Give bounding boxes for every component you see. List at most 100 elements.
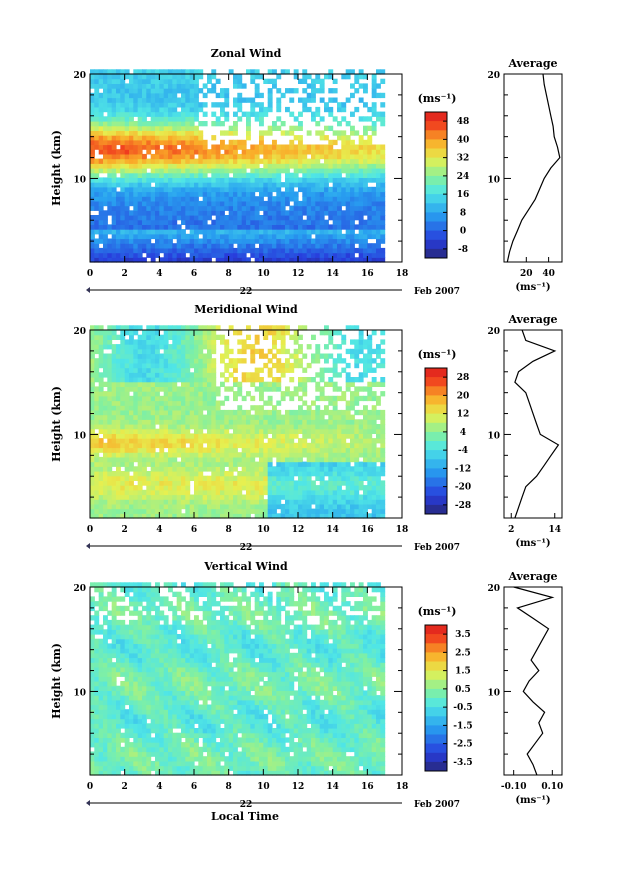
- heatmap-cell: [103, 159, 108, 164]
- heatmap-cell: [129, 396, 134, 401]
- heatmap-cell: [172, 149, 177, 154]
- heatmap-cell: [220, 88, 225, 93]
- heatmap-cell: [103, 410, 108, 415]
- heatmap-cell: [242, 438, 247, 443]
- heatmap-cell: [233, 79, 238, 84]
- heatmap-cell: [372, 448, 377, 453]
- heatmap-cell: [359, 234, 364, 239]
- heatmap-cell: [233, 112, 238, 117]
- heatmap-cell: [103, 102, 108, 107]
- heatmap-cell: [181, 480, 186, 485]
- heatmap-cell: [242, 462, 247, 467]
- heatmap-cell: [211, 396, 216, 401]
- heatmap-cell: [250, 462, 255, 467]
- heatmap-cell: [298, 382, 303, 387]
- heatmap-cell: [159, 79, 164, 84]
- heatmap-cell: [324, 433, 329, 438]
- heatmap-cell: [246, 410, 251, 415]
- heatmap-cell: [159, 88, 164, 93]
- heatmap-cell: [142, 368, 147, 373]
- heatmap-cell: [159, 239, 164, 244]
- heatmap-cell: [259, 386, 264, 391]
- heatmap-cell: [380, 173, 385, 178]
- heatmap-cell: [185, 504, 190, 509]
- heatmap-cell: [90, 419, 95, 424]
- heatmap-cell: [341, 433, 346, 438]
- heatmap-cell: [125, 509, 130, 514]
- heatmap-cell: [289, 377, 294, 382]
- heatmap-cell: [146, 382, 151, 387]
- heatmap-cell: [120, 107, 125, 112]
- heatmap-cell: [129, 339, 134, 344]
- heatmap-cell: [315, 372, 320, 377]
- heatmap-cell: [120, 354, 125, 359]
- heatmap-cell: [133, 140, 138, 145]
- heatmap-cell: [376, 253, 381, 258]
- heatmap-cell: [194, 88, 199, 93]
- heatmap-cell: [190, 215, 195, 220]
- heatmap-cell: [146, 330, 151, 335]
- heatmap-cell: [168, 382, 173, 387]
- heatmap-cell: [133, 504, 138, 509]
- average-x-tick-label: 2: [508, 525, 514, 535]
- heatmap-cell: [103, 391, 108, 396]
- heatmap-cell: [94, 601, 99, 606]
- heatmap-cell: [242, 140, 247, 145]
- heatmap-cell: [151, 201, 156, 206]
- heatmap-cell: [168, 335, 173, 340]
- heatmap-cell: [220, 196, 225, 201]
- heatmap-cell: [155, 410, 160, 415]
- heatmap-cell: [112, 149, 117, 154]
- heatmap-cell: [359, 220, 364, 225]
- heatmap-cell: [159, 462, 164, 467]
- heatmap-cell: [350, 149, 355, 154]
- heatmap-cell: [194, 210, 199, 215]
- colorbar-bin: [425, 386, 447, 396]
- heatmap-cell: [133, 363, 138, 368]
- heatmap-cell: [346, 471, 351, 476]
- heatmap-cell: [337, 201, 342, 206]
- heatmap-cell: [328, 443, 333, 448]
- heatmap-cell: [363, 443, 368, 448]
- heatmap-cell: [341, 476, 346, 481]
- heatmap-cell: [324, 466, 329, 471]
- heatmap-cell: [255, 495, 260, 500]
- heatmap-cell: [341, 201, 346, 206]
- heatmap-cell: [367, 220, 372, 225]
- heatmap-cell: [359, 243, 364, 248]
- heatmap-cell: [272, 424, 277, 429]
- heatmap-cell: [272, 234, 277, 239]
- heatmap-cell: [159, 159, 164, 164]
- heatmap-cell: [190, 354, 195, 359]
- heatmap-cell: [350, 438, 355, 443]
- heatmap-cell: [116, 88, 121, 93]
- heatmap-cell: [138, 391, 143, 396]
- heatmap-cell: [363, 206, 368, 211]
- heatmap-cell: [246, 243, 251, 248]
- heatmap-cell: [194, 396, 199, 401]
- heatmap-cell: [229, 130, 234, 135]
- heatmap-cell: [159, 433, 164, 438]
- heatmap-cell: [376, 363, 381, 368]
- heatmap-cell: [311, 490, 316, 495]
- heatmap-cell: [246, 509, 251, 514]
- heatmap-cell: [198, 121, 203, 126]
- heatmap-cell: [211, 429, 216, 434]
- colorbar-tick-label: 12: [457, 410, 470, 420]
- heatmap-cell: [354, 145, 359, 150]
- heatmap-cell: [151, 480, 156, 485]
- heatmap-cell: [363, 102, 368, 107]
- heatmap-cell: [294, 135, 299, 140]
- heatmap-cell: [246, 490, 251, 495]
- heatmap-cell: [194, 457, 199, 462]
- heatmap-cell: [172, 377, 177, 382]
- heatmap-cell: [233, 201, 238, 206]
- heatmap-cell: [146, 415, 151, 420]
- heatmap-cell: [255, 339, 260, 344]
- heatmap-cell: [129, 466, 134, 471]
- heatmap-cell: [220, 372, 225, 377]
- heatmap-cell: [155, 177, 160, 182]
- heatmap-cell: [233, 229, 238, 234]
- heatmap-cell: [207, 248, 212, 253]
- heatmap-cell: [289, 396, 294, 401]
